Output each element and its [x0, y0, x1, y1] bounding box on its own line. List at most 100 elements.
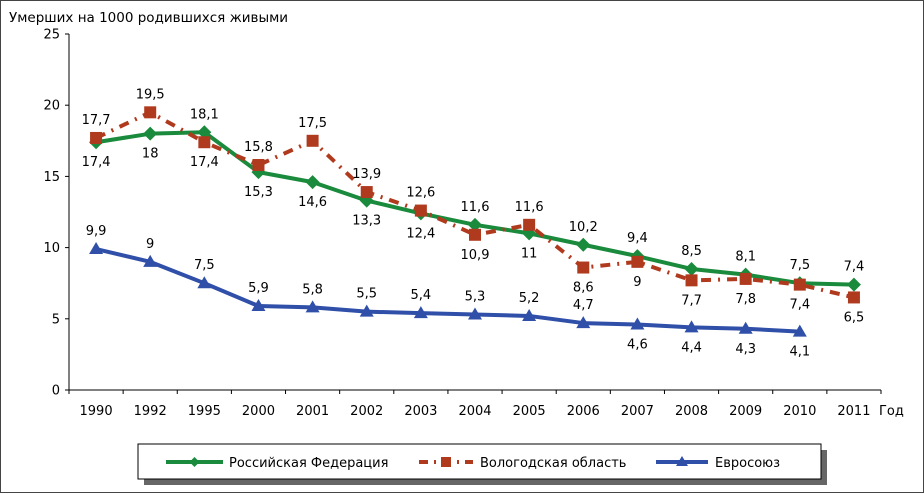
- data-label: 17,4: [190, 155, 219, 170]
- data-point: [197, 125, 212, 140]
- x-tick-label: 1995: [188, 404, 221, 419]
- data-label: 4,4: [681, 340, 702, 355]
- legend-label-3: Евросоюз: [715, 456, 780, 471]
- legend-marker-2: [441, 457, 451, 467]
- data-label: 14,6: [298, 195, 327, 210]
- y-tick-label: 25: [43, 28, 60, 43]
- data-label: 18,1: [190, 107, 219, 122]
- data-label: 17,7: [82, 113, 111, 128]
- data-point: [684, 320, 699, 333]
- data-label: 7,4: [844, 260, 865, 275]
- data-point: [684, 261, 699, 276]
- x-tick-label: 2001: [296, 404, 329, 419]
- data-point: [630, 317, 645, 330]
- y-tick-label: 15: [43, 170, 60, 185]
- data-label: 13,3: [352, 214, 381, 229]
- chart-title: Умерших на 1000 родившихся живыми: [9, 10, 288, 26]
- x-tick-label: 1990: [80, 404, 113, 419]
- y-tick-label: 0: [52, 384, 60, 399]
- data-label: 4,6: [627, 337, 648, 352]
- x-tick-label: 2010: [783, 404, 816, 419]
- x-tick-label: 2004: [458, 404, 491, 419]
- y-tick-label: 5: [52, 312, 60, 327]
- data-point: [305, 300, 320, 313]
- data-point: [306, 134, 319, 147]
- data-point: [468, 307, 482, 320]
- x-tick-label: 2003: [404, 404, 437, 419]
- x-tick-label: 2005: [513, 404, 546, 419]
- data-label: 5,8: [302, 282, 323, 297]
- data-label: 5,5: [356, 287, 377, 302]
- x-tick-label: 2000: [242, 404, 275, 419]
- data-label: 9,4: [627, 231, 648, 246]
- x-tick-label: 2007: [621, 404, 654, 419]
- data-point: [576, 237, 591, 252]
- data-point: [793, 278, 806, 291]
- legend: Российская Федерация Вологодская область Е…: [137, 443, 827, 485]
- data-label: 13,9: [352, 167, 381, 182]
- data-point: [469, 228, 481, 241]
- x-tick-label: 2002: [350, 404, 383, 419]
- data-label: 9,9: [86, 224, 107, 239]
- data-label: 12,6: [406, 186, 435, 201]
- data-point: [198, 136, 211, 149]
- series-line: [95, 110, 855, 300]
- data-label: 5,2: [519, 291, 540, 306]
- data-label: 17,5: [298, 116, 327, 131]
- x-tick-label: 2011: [837, 404, 870, 419]
- series-2: 17,7 19,5 17,4 15,8 17,5 13,9 12,6 10,9 11,6 8,6 9…: [82, 87, 865, 325]
- plot-area: 17,4 18 18,1 15,3 14,6 13,3 12,4 11,6 11 10,2 9,4 8…: [82, 87, 865, 359]
- data-label: 10,2: [569, 220, 598, 235]
- series-3: 9,9 9 7,5 5,9 5,8 5,5 5,4 5,3 5,2 4,7 4,6 4,4 4,3 4,1: [86, 224, 810, 360]
- data-point: [846, 277, 861, 292]
- data-point: [360, 186, 373, 199]
- series-1: 17,4 18 18,1 15,3 14,6 13,3 12,4 11,6 11 10,2 9,4 8…: [82, 107, 865, 292]
- data-label: 15,3: [244, 185, 273, 200]
- data-point: [144, 106, 157, 119]
- data-label: 6,5: [844, 310, 865, 325]
- data-label: 7,8: [735, 292, 756, 307]
- data-point: [90, 131, 103, 144]
- data-label: 11,6: [461, 200, 490, 215]
- data-point: [738, 321, 753, 334]
- data-label: 10,9: [461, 248, 490, 263]
- data-point: [847, 291, 860, 304]
- data-label: 7,5: [789, 258, 810, 273]
- data-label: 12,4: [406, 226, 435, 241]
- data-label: 9: [146, 237, 154, 252]
- data-label: 4,3: [735, 342, 756, 357]
- data-point: [305, 175, 320, 190]
- data-label: 7,4: [789, 298, 810, 313]
- x-tick-label: 2006: [567, 404, 600, 419]
- y-tick-label: 10: [43, 241, 60, 256]
- data-label: 5,9: [248, 281, 269, 296]
- data-point: [359, 304, 374, 317]
- x-tick-label: 2008: [675, 404, 708, 419]
- data-point: [577, 261, 590, 274]
- legend-label-2: Вологодская область: [480, 456, 626, 471]
- data-point: [631, 255, 644, 268]
- data-point: [523, 218, 536, 231]
- data-point: [739, 272, 752, 285]
- data-point: [522, 308, 537, 321]
- axes: 0 5 10 15 20 25 1990 1992 1995 2000 2001 2002 2003 20…: [43, 28, 882, 419]
- data-label: 8,6: [573, 281, 594, 296]
- data-label: 19,5: [136, 87, 165, 102]
- data-point: [576, 316, 591, 329]
- data-label: 8,1: [735, 250, 756, 265]
- data-point: [792, 324, 807, 337]
- data-label: 8,5: [681, 244, 702, 259]
- data-label: 5,3: [465, 290, 486, 305]
- data-point: [89, 242, 104, 255]
- data-point: [252, 159, 265, 172]
- data-point: [197, 276, 212, 289]
- data-point: [143, 126, 158, 141]
- data-label: 5,4: [411, 288, 432, 303]
- data-label: 17,4: [82, 155, 111, 170]
- data-label: 11: [521, 246, 538, 261]
- data-point: [468, 217, 482, 232]
- data-label: 9: [633, 275, 641, 290]
- data-label: 7,7: [681, 293, 702, 308]
